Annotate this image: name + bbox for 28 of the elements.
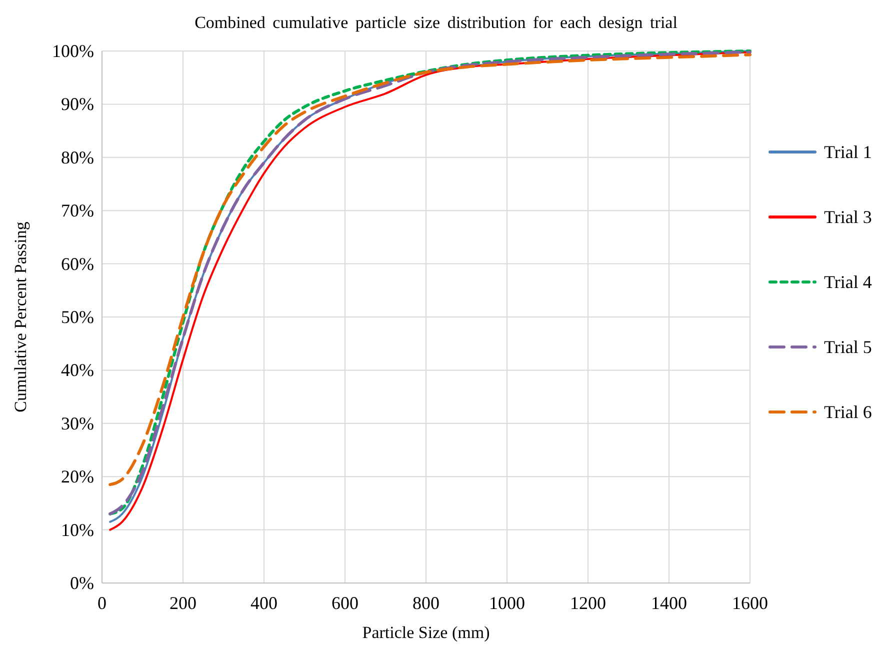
y-tick-label: 40% — [61, 360, 94, 380]
y-tick-label: 0% — [70, 573, 94, 593]
chart-title: Combined cumulative particle size distribution for each design trial — [194, 13, 678, 32]
y-tick-label: 50% — [61, 307, 94, 327]
y-tick-label: 10% — [61, 520, 94, 540]
y-tick-label: 70% — [61, 200, 94, 221]
x-tick-label: 800 — [412, 593, 440, 613]
x-tick-label: 1400 — [651, 593, 687, 613]
x-tick-label: 1000 — [489, 593, 525, 613]
y-tick-label: 100% — [52, 41, 94, 61]
x-tick-label: 1200 — [570, 593, 606, 613]
x-tick-label: 1600 — [732, 593, 768, 613]
legend-label: Trial 6 — [824, 402, 872, 422]
legend-label: Trial 4 — [824, 272, 872, 292]
x-tick-label: 0 — [98, 593, 106, 613]
x-tick-label: 200 — [170, 593, 196, 613]
y-tick-label: 90% — [61, 94, 94, 114]
x-tick-label: 400 — [250, 593, 278, 613]
y-tick-label: 30% — [61, 413, 94, 434]
y-tick-label: 80% — [61, 147, 94, 168]
y-tick-label: 60% — [61, 254, 94, 274]
y-axis-title: Cumulative Percent Passing — [11, 221, 30, 412]
legend-label: Trial 1 — [824, 142, 872, 162]
y-tick-label: 20% — [61, 466, 94, 487]
x-tick-label: 600 — [332, 593, 358, 613]
legend-label: Trial 5 — [824, 337, 872, 357]
x-axis-title: Particle Size (mm) — [362, 623, 490, 642]
legend-label: Trial 3 — [824, 207, 872, 227]
